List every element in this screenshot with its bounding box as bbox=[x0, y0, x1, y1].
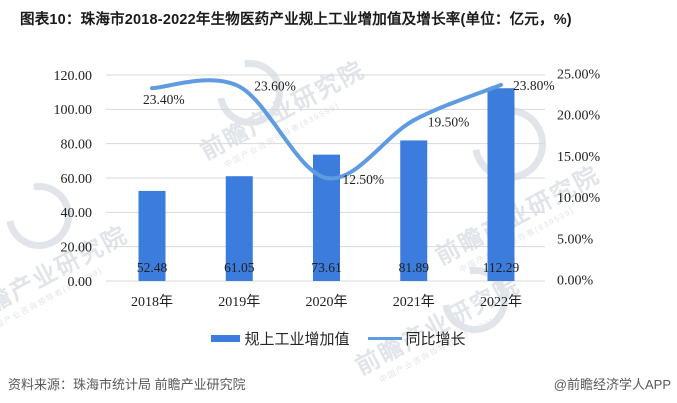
left-axis-tick: 60.00 bbox=[61, 172, 93, 187]
line-series-swatch bbox=[367, 337, 402, 340]
line-value-label: 23.60% bbox=[254, 79, 296, 94]
bar-value-label: 112.29 bbox=[483, 260, 520, 275]
growth-line bbox=[150, 78, 503, 181]
right-axis-tick: 15.00% bbox=[557, 150, 601, 165]
line-value-label: 12.50% bbox=[343, 172, 385, 187]
source-text: 资料来源：珠海市统计局 前瞻产业研究院 bbox=[8, 377, 246, 392]
x-axis-label: 2020年 bbox=[306, 294, 348, 310]
legend-item-industrial-added-value: 规上工业增加值 bbox=[211, 328, 350, 349]
x-axis-label: 2022年 bbox=[480, 294, 522, 310]
bar-value-label: 73.61 bbox=[311, 260, 341, 275]
legend-label: 同比增长 bbox=[405, 331, 466, 348]
legend-label: 规上工业增加值 bbox=[244, 331, 350, 348]
x-axis-label: 2021年 bbox=[393, 294, 435, 310]
bar-2019年 bbox=[225, 176, 253, 281]
right-axis-tick: 5.00% bbox=[557, 232, 594, 247]
credit-text: @前瞻经济学人APP bbox=[553, 377, 671, 392]
right-axis-tick: 0.00% bbox=[557, 274, 594, 289]
legend-item-yoy-growth: 同比增长 bbox=[367, 328, 466, 349]
bar-value-label: 61.05 bbox=[224, 260, 255, 275]
x-axis-label: 2019年 bbox=[218, 294, 260, 310]
footer: 资料来源：珠海市统计局 前瞻产业研究院 @前瞻经济学人APP bbox=[8, 374, 671, 393]
chart-legend: 规上工业增加值 同比增长 bbox=[0, 328, 677, 349]
left-axis-tick: 120.00 bbox=[54, 69, 93, 84]
bar-value-label: 52.48 bbox=[137, 260, 168, 275]
right-axis-tick: 25.00% bbox=[557, 68, 601, 83]
bar-2021年 bbox=[400, 140, 428, 281]
bar-2022年 bbox=[487, 88, 515, 281]
left-axis-tick: 80.00 bbox=[61, 137, 93, 152]
bar-series-swatch bbox=[211, 335, 241, 342]
right-axis-tick: 10.00% bbox=[557, 191, 601, 206]
bar-2018年 bbox=[138, 190, 166, 281]
left-axis-tick: 100.00 bbox=[54, 103, 93, 118]
line-value-label: 19.50% bbox=[428, 114, 470, 129]
left-axis-tick: 0.00 bbox=[68, 275, 93, 290]
bar-value-label: 81.89 bbox=[399, 260, 430, 275]
line-value-label: 23.80% bbox=[513, 78, 555, 93]
left-axis-tick: 40.00 bbox=[61, 206, 93, 221]
left-axis-tick: 20.00 bbox=[61, 240, 93, 255]
line-value-label: 23.40% bbox=[143, 92, 185, 107]
x-axis-label: 2018年 bbox=[131, 294, 173, 310]
chart-title: 图表10：珠海市2018-2022年生物医药产业规上工业增加值及增长率(单位：亿… bbox=[20, 12, 572, 28]
right-axis-tick: 20.00% bbox=[557, 109, 601, 124]
